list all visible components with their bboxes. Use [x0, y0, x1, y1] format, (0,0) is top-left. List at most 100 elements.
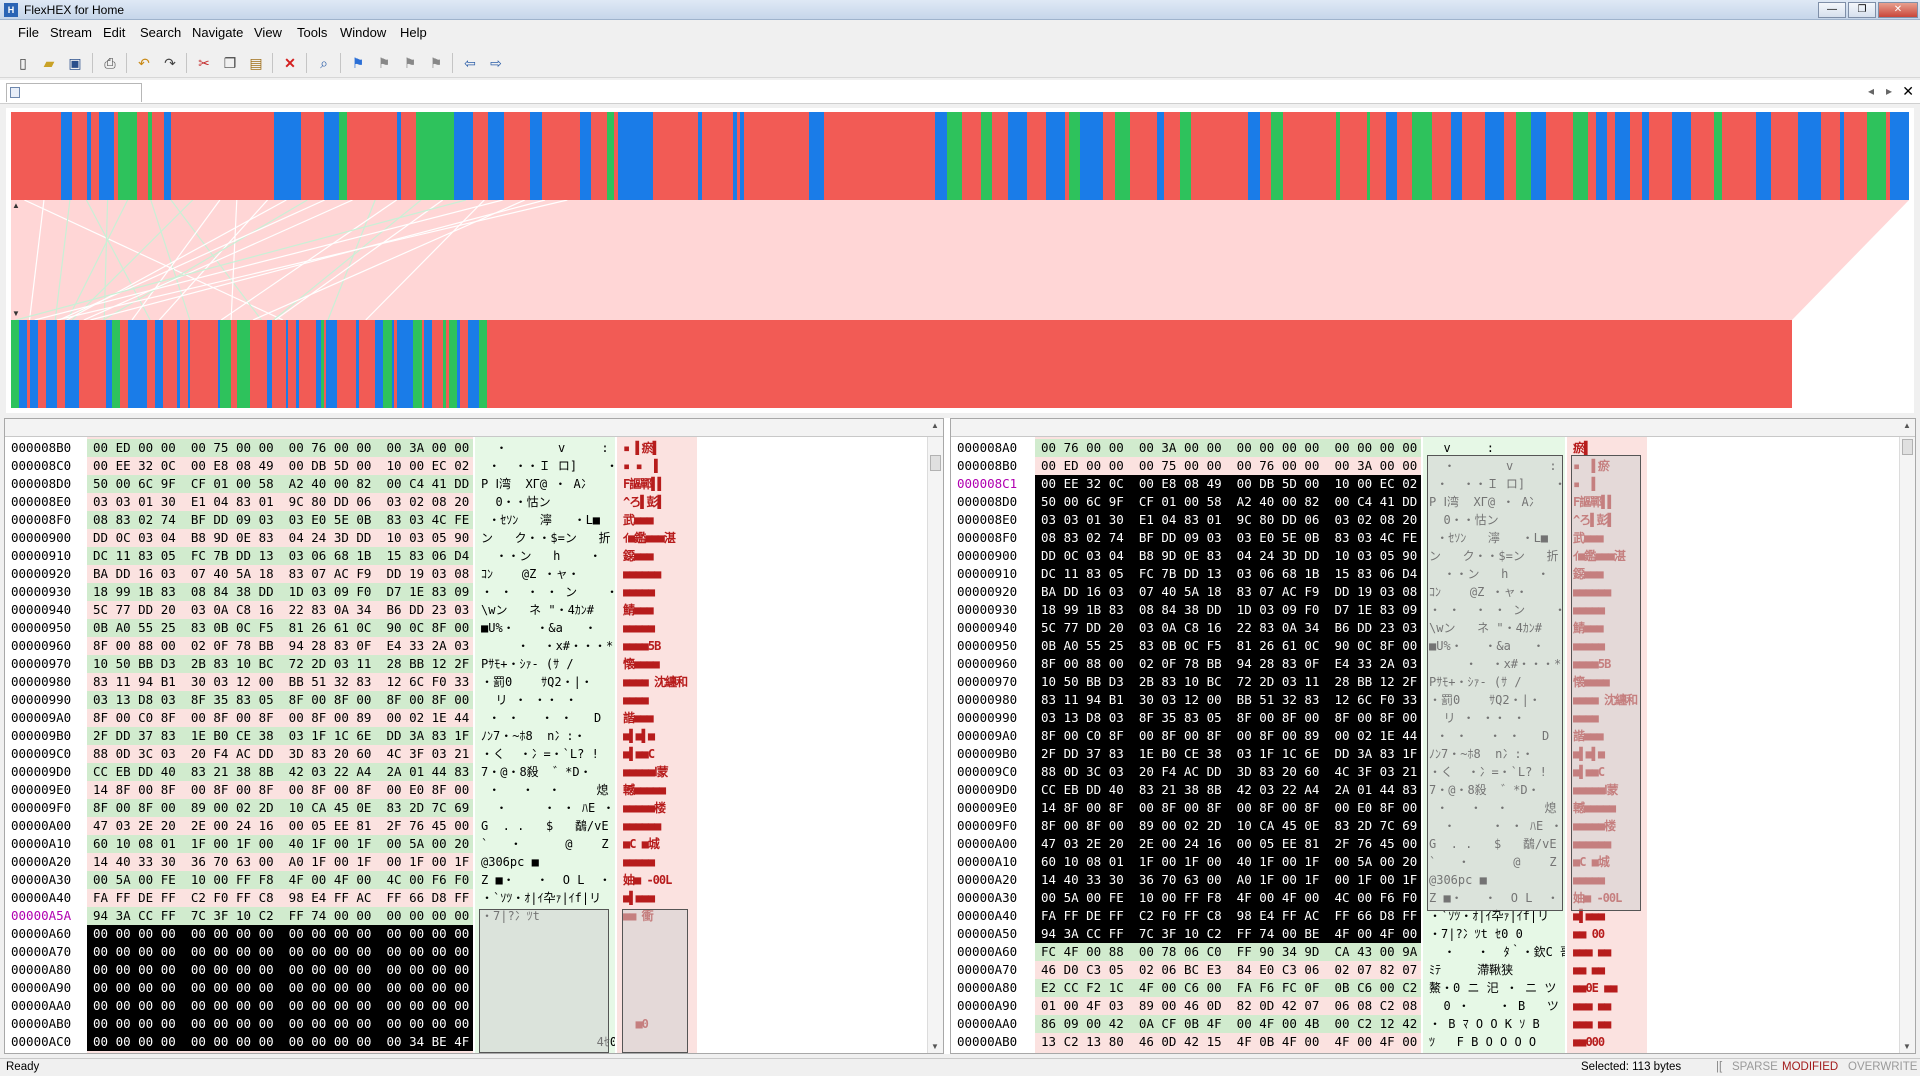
- hex-row[interactable]: CC EB DD 40 83 21 38 8B 42 03 22 A4 2A 0…: [87, 763, 473, 781]
- menu-edit[interactable]: Edit: [103, 25, 126, 40]
- bookmark-prev-icon[interactable]: ⚑: [377, 55, 391, 71]
- text-row[interactable]: ・く ・冫=・`L? !: [481, 747, 599, 761]
- menu-help[interactable]: Help: [400, 25, 427, 40]
- redo-icon[interactable]: ↷: [164, 55, 176, 71]
- text-row[interactable]: ■U%・ ・&a ・: [481, 621, 597, 635]
- right-pane-scrollbar[interactable]: ▲ ▼: [1899, 421, 1915, 1053]
- hex-row[interactable]: 08 83 02 74 BF DD 09 03 03 E0 5E 0B 83 0…: [1035, 529, 1421, 547]
- text-row[interactable]: ・ｾｿﾝ 濘 ・L■: [481, 513, 601, 527]
- hex-row[interactable]: 13 C2 13 80 46 0D 42 15 4F 0B 4F 00 4F 0…: [1041, 1034, 1418, 1049]
- text-row[interactable]: ﾉﾝ7・~ﾎ8 n冫:・: [481, 729, 586, 743]
- hex-row[interactable]: DD 0C 03 04 B8 9D 0E 83 04 24 3D DD 10 0…: [1035, 547, 1421, 565]
- char-row[interactable]: ■■■ ■■: [1573, 1017, 1611, 1031]
- text-row[interactable]: \wン ネ "・4ｶﾝ#: [481, 603, 595, 617]
- hex-row[interactable]: CC EB DD 40 83 21 38 8B 42 03 22 A4 2A 0…: [1035, 781, 1421, 799]
- char-row[interactable]: ▪ ▌瘀▌: [623, 441, 660, 455]
- undo-icon[interactable]: ↶: [138, 55, 150, 71]
- char-row[interactable]: ■■000: [1573, 1035, 1605, 1049]
- text-row[interactable]: ・ ・ ﾀ｀・欽C 哥: [1429, 945, 1565, 959]
- text-row[interactable]: ・ B ﾏ O O K ｿ B: [1429, 1017, 1540, 1031]
- hex-row[interactable]: 8F 00 C0 8F 00 8F 00 8F 00 8F 00 89 00 0…: [93, 710, 470, 725]
- char-row[interactable]: 諧■■■: [623, 711, 654, 725]
- char-row[interactable]: ■■■■: [623, 693, 649, 707]
- document-tab[interactable]: [6, 83, 142, 102]
- scroll-down-icon[interactable]: ▼: [931, 1042, 939, 1051]
- hex-row[interactable]: 14 40 33 30 36 70 63 00 A0 1F 00 1F 00 1…: [1035, 871, 1421, 889]
- char-row[interactable]: ■■■ ■■: [1573, 945, 1611, 959]
- hex-row[interactable]: 50 00 6C 9F CF 01 00 58 A2 40 00 82 00 C…: [87, 475, 473, 493]
- hex-row[interactable]: 60 10 08 01 1F 00 1F 00 40 1F 00 1F 00 5…: [1035, 853, 1421, 871]
- text-row[interactable]: ・ ・ ・ 熄: [481, 783, 609, 797]
- menu-window[interactable]: Window: [340, 25, 387, 40]
- hex-row[interactable]: 00 00 00 00 00 00 00 00 00 00 00 00 00 0…: [87, 943, 473, 961]
- text-row[interactable]: 0 ・ ・ B ツ: [1429, 999, 1559, 1013]
- hex-row[interactable]: 00 EE 32 0C 00 E8 08 49 00 DB 5D 00 10 0…: [1035, 475, 1421, 493]
- close-document-icon[interactable]: ✕: [1902, 83, 1914, 99]
- left-hex-pane[interactable]: 000008B0 000008C0 000008D0 000008E0 000008F0…: [4, 418, 944, 1054]
- hex-row[interactable]: 0B A0 55 25 83 0B 0C F5 81 26 61 0C 90 0…: [1035, 637, 1421, 655]
- char-row[interactable]: 懐■■■■: [623, 657, 660, 671]
- text-row[interactable]: ・`ｿﾂ・ｵ|ｲ卆ｧ|ｲf|リ: [481, 891, 602, 905]
- hex-row[interactable]: 47 03 2E 20 2E 00 24 16 00 05 EE 81 2F 7…: [1035, 835, 1421, 853]
- text-row[interactable]: G . . $ 鷸/vE: [481, 819, 609, 833]
- hex-row[interactable]: E2 CC F2 1C 4F 00 C6 00 FA F6 FC 0F 0B C…: [1035, 979, 1421, 997]
- hex-row[interactable]: 18 99 1B 83 08 84 38 DD 1D 03 09 F0 D7 1…: [1035, 601, 1421, 619]
- tab-scroll-right-icon[interactable]: ▸: [1886, 84, 1893, 98]
- hex-row[interactable]: 00 76 00 00 00 3A 00 00 00 00 00 00 00 0…: [1035, 439, 1421, 457]
- hex-row[interactable]: DC 11 83 05 FC 7B DD 13 03 06 68 1B 15 8…: [87, 547, 473, 565]
- hex-row[interactable]: 00 5A 00 FE 10 00 FF F8 4F 00 4F 00 4C 0…: [1035, 889, 1421, 907]
- hex-row[interactable]: 00 00 00 00 00 00 00 00 00 00 00 00 00 0…: [87, 961, 473, 979]
- char-row[interactable]: ■▌■■■: [623, 891, 655, 905]
- char-row[interactable]: 鯖■■■: [623, 603, 654, 617]
- char-row[interactable]: ■■■■■: [623, 855, 655, 869]
- close-window-button[interactable]: ✕: [1878, 2, 1918, 18]
- menu-navigate[interactable]: Navigate: [192, 25, 244, 40]
- bookmark-next-icon[interactable]: ⚑: [403, 55, 417, 71]
- char-row[interactable]: ■▌■■■: [1573, 909, 1605, 923]
- delete-icon[interactable]: ✕: [284, 55, 296, 71]
- new-icon[interactable]: ▯: [19, 55, 27, 71]
- text-row[interactable]: ・7|?冫ﾂt ｾ0 0: [1429, 927, 1523, 941]
- text-row[interactable]: 0・・怙ン: [481, 495, 551, 509]
- hex-row[interactable]: 03 03 01 30 E1 04 83 01 9C 80 DD 06 03 0…: [1035, 511, 1421, 529]
- hex-row[interactable]: 2F DD 37 83 1E B0 CE 38 03 1F 1C 6E DD 3…: [1035, 745, 1421, 763]
- right-hex-pane[interactable]: 000008A0 000008B0 000008C1 000008D0 000008E0…: [950, 418, 1916, 1054]
- text-row[interactable]: ﾂ F B O O O O: [1429, 1035, 1537, 1049]
- hex-row[interactable]: 8F 00 88 00 02 0F 78 BB 94 28 83 0F E4 3…: [1035, 655, 1421, 673]
- text-row[interactable]: P Ⅰ湾 XΓ@ ・ A冫: [481, 477, 593, 491]
- hex-row[interactable]: 88 0D 3C 03 20 F4 AC DD 3D 83 20 60 4C 3…: [93, 746, 470, 761]
- text-row[interactable]: ・ ・x#・・・*: [481, 639, 614, 653]
- restore-button[interactable]: ❐: [1848, 2, 1876, 18]
- char-row[interactable]: 妯■ -00L: [623, 873, 672, 887]
- hex-row[interactable]: 00 00 00 00 00 00 00 00 00 00 00 00 00 0…: [87, 979, 473, 997]
- scroll-thumb[interactable]: [930, 455, 941, 471]
- hex-row[interactable]: 18 99 1B 83 08 84 38 DD 1D 03 09 F0 D7 1…: [87, 583, 473, 601]
- tab-scroll-left-icon[interactable]: ◂: [1868, 84, 1875, 98]
- text-row[interactable]: v :: [1429, 441, 1495, 455]
- hex-row[interactable]: 14 8F 00 8F 00 8F 00 8F 00 8F 00 8F 00 E…: [93, 782, 470, 797]
- char-row[interactable]: ■■ 00: [1573, 927, 1605, 941]
- hex-row[interactable]: 5C 77 DD 20 03 0A C8 16 22 83 0A 34 B6 D…: [93, 602, 470, 617]
- hex-row[interactable]: 83 11 94 B1 30 03 12 00 BB 51 32 83 12 6…: [93, 674, 470, 689]
- hex-row[interactable]: 00 00 00 00 00 00 00 00 00 00 00 00 00 0…: [87, 1015, 473, 1033]
- hex-row[interactable]: 00 ED 00 00 00 75 00 00 00 76 00 00 00 3…: [87, 439, 473, 457]
- hex-row[interactable]: FC 4F 00 88 00 78 06 C0 FF 90 34 9D CA 4…: [1035, 943, 1421, 961]
- char-row[interactable]: ■■■■■: [623, 621, 655, 635]
- hex-row[interactable]: BA DD 16 03 07 40 5A 18 83 07 AC F9 DD 1…: [93, 566, 470, 581]
- text-row[interactable]: ・ v :: [481, 441, 609, 455]
- char-row[interactable]: ■■■■■: [623, 585, 655, 599]
- hex-row[interactable]: 10 50 BB D3 2B 83 10 BC 72 2D 03 11 28 B…: [1035, 673, 1421, 691]
- hex-row[interactable]: 03 13 D8 03 8F 35 83 05 8F 00 8F 00 8F 0…: [1035, 709, 1421, 727]
- hex-row[interactable]: 10 50 BB D3 2B 83 10 BC 72 2D 03 11 28 B…: [87, 655, 473, 673]
- hex-row[interactable]: 03 03 01 30 E1 04 83 01 9C 80 DD 06 03 0…: [93, 494, 470, 509]
- hex-row[interactable]: DD 0C 03 04 B8 9D 0E 83 04 24 3D DD 10 0…: [93, 530, 470, 545]
- char-row[interactable]: ■■■■ 沈纏和: [623, 675, 688, 689]
- copy-icon[interactable]: ❐: [223, 55, 237, 71]
- char-row[interactable]: F謳鄲▌▌: [623, 477, 665, 491]
- text-row[interactable]: リ ・ ・・ ・: [481, 693, 578, 707]
- hex-row[interactable]: 8F 00 8F 00 89 00 02 2D 10 CA 45 0E 83 2…: [87, 799, 473, 817]
- hex-row[interactable]: 50 00 6C 9F CF 01 00 58 A2 40 00 82 00 C…: [1035, 493, 1421, 511]
- back-icon[interactable]: ⇦: [464, 55, 476, 71]
- char-row[interactable]: ■C ■城: [623, 837, 660, 851]
- text-row[interactable]: Pｻﾓ+・ｼｧ- (ｻ /: [481, 657, 574, 671]
